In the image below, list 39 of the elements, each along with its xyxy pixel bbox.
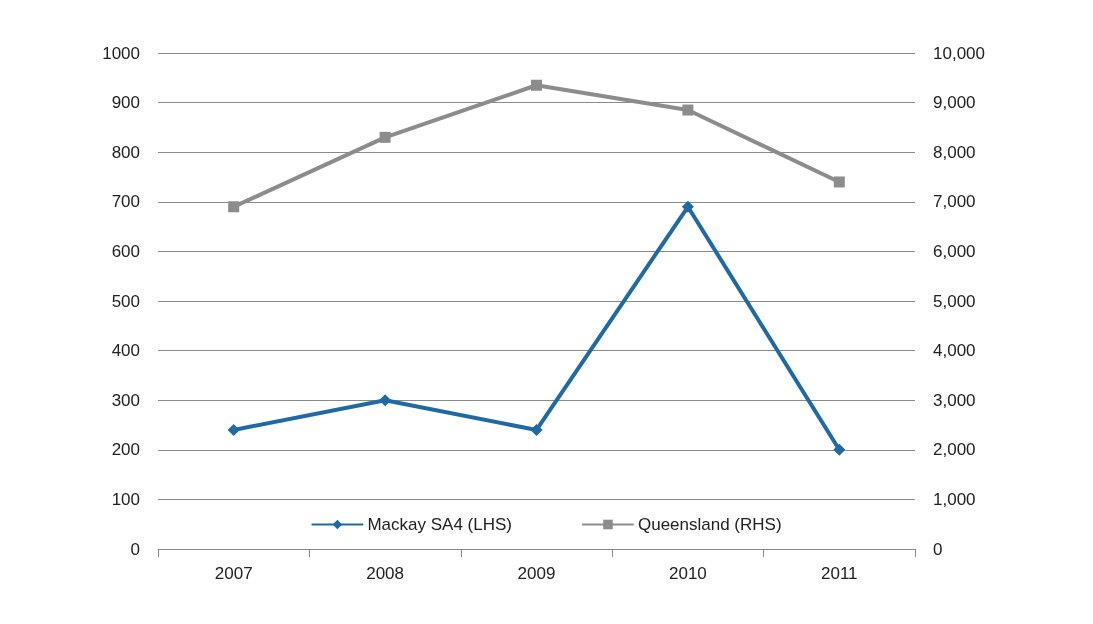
point [379,131,391,143]
x-tick-label: 2010 [668,564,707,583]
x-tick-label: 2011 [821,564,858,583]
point [531,79,542,91]
y2-tick-label: 7,000 [933,192,976,212]
y2-tick-label: 4,000 [933,341,976,361]
legend-label: Mackay SA4 (LHS) [367,515,512,534]
point [833,176,845,188]
point [530,423,543,436]
point [833,443,846,456]
y2-tick-label: 8,000 [933,142,976,162]
x-tick-label: 2008 [366,564,405,583]
point [228,201,240,213]
y2-tick-label: 6,000 [933,241,976,261]
y-tick-label: 900 [111,93,140,113]
legend-label: Queensland (RHS) [637,515,782,534]
y2-tick-label: 1,000 [933,489,976,509]
x-tick-label: 2007 [214,564,253,583]
y-tick-label: 600 [111,241,140,261]
y2-tick-label: 10,000 [933,43,985,63]
y-tick-label: 0 [130,539,140,559]
x-tick-label: 2009 [517,564,556,583]
y-tick-label: 300 [111,390,140,410]
point [681,200,694,213]
y-tick-label: 1000 [102,43,140,63]
y-tick-label: 400 [111,341,140,361]
y-tick-label: 700 [111,192,140,212]
y-tick-label: 500 [111,291,140,311]
y-tick-label: 100 [111,489,140,509]
point [227,423,240,436]
y2-tick-label: 9,000 [933,93,976,113]
point [682,104,694,116]
y2-tick-label: 5,000 [933,291,976,311]
point [379,394,392,407]
y-tick-label: 200 [111,440,140,460]
y2-tick-label: 2,000 [933,440,976,460]
y-tick-label: 800 [111,142,140,162]
y2-tick-label: 3,000 [933,390,976,410]
y2-tick-label: 0 [933,539,943,559]
